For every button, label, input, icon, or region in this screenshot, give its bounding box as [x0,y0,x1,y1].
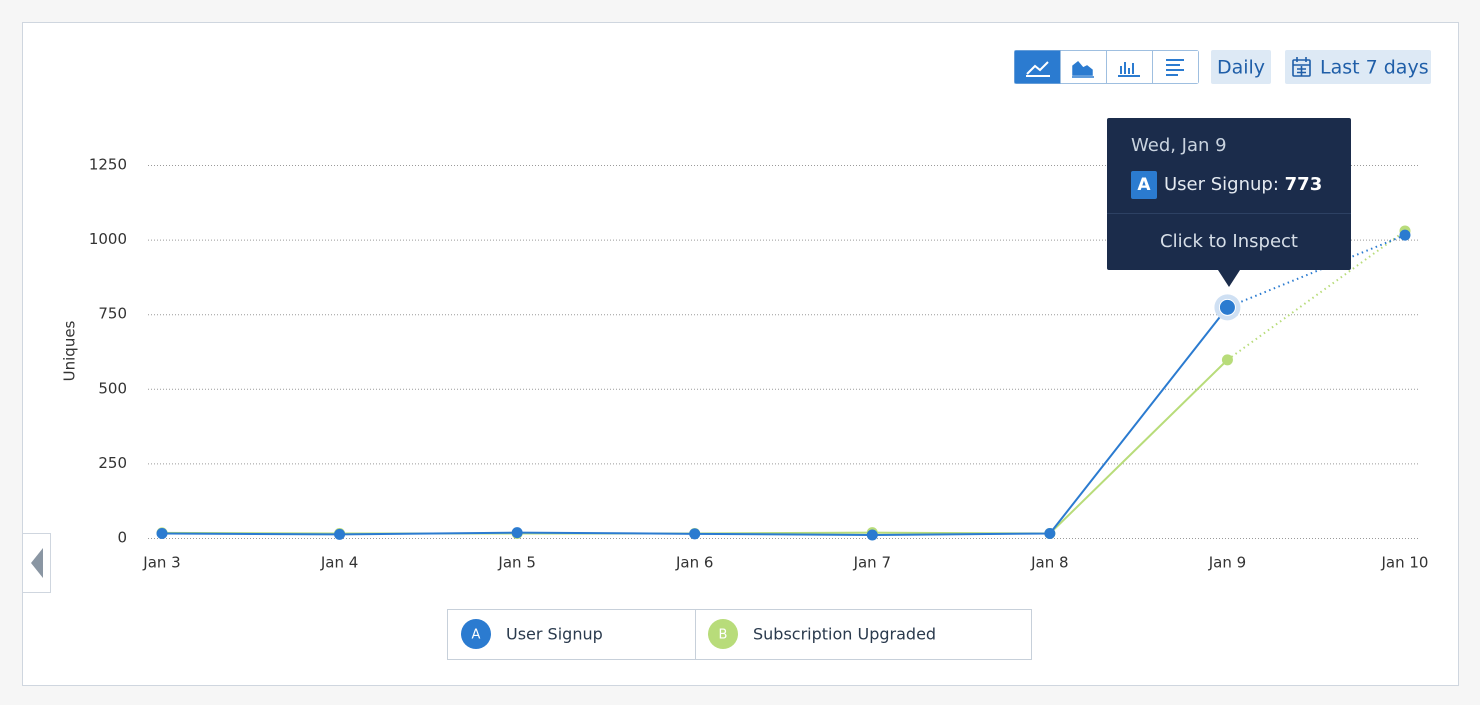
tooltip-date: Wed, Jan 9 [1131,135,1227,156]
table-icon [1166,59,1184,76]
point [156,528,168,540]
x-tick-label: Jan 3 [142,554,180,572]
series-line [161,234,1406,537]
bar-button[interactable] [1107,51,1152,83]
range-button[interactable] [1285,50,1431,84]
tooltip-badge-label: A [1137,175,1151,195]
area-icon [1072,60,1094,78]
y-axis-label: Uniques [61,320,79,381]
point [334,528,346,540]
y-tick-label: 500 [98,379,127,397]
point [689,528,701,540]
tooltip[interactable]: Wed, Jan 9 A User Signup: 773 Click to I… [1107,118,1351,287]
x-tick-label: Jan 6 [675,554,713,572]
range-label: Last 7 days [1320,57,1429,79]
legend-badge-label: A [472,628,481,643]
table-button[interactable] [1153,51,1198,83]
y-tick-label: 0 [117,529,127,547]
tooltip-action: Click to Inspect [1160,231,1298,252]
legend-badge [708,619,738,649]
y-tick-label: 1000 [89,230,127,248]
tooltip-arrow [1218,270,1240,287]
legend-label: Subscription Upgraded [753,625,936,644]
x-tick-label: Jan 5 [497,554,535,572]
line-icon [1026,61,1050,77]
legend: A User Signup B Subscription Upgraded [447,609,1032,660]
point [511,527,523,539]
x-tick-label: Jan 10 [1381,554,1429,572]
x-tick-label: Jan 9 [1208,554,1246,572]
point [866,529,878,541]
collapse-arrow [31,548,43,578]
y-tick-label: 250 [98,454,127,472]
x-tick-label: Jan 8 [1030,554,1068,572]
interval-label: Daily [1217,57,1265,79]
point [1218,298,1236,316]
legend-label: User Signup [506,625,603,644]
tooltip-series-label: User Signup: [1164,174,1279,195]
tooltip-value: 773 [1285,174,1323,195]
point [1399,229,1411,241]
interval-button[interactable] [1211,50,1271,84]
y-tick-label: 750 [98,305,127,323]
point [1044,528,1056,540]
legend-badge-label: B [719,628,728,643]
x-tick-label: Jan 4 [320,554,358,572]
x-tick-label: Jan 7 [853,554,891,572]
calendar-icon [1292,57,1311,77]
tooltip-box [1107,118,1351,270]
plot: 0 250 500 750 1000 1250 Jan 3 Jan 4 Jan 5 Jan 6 Ja… [89,156,1429,572]
y-tick-label: 1250 [89,156,127,174]
chart-type-group [1014,50,1199,84]
legend-badge [461,619,491,649]
bar-icon [1118,62,1140,77]
legend-box [447,609,1032,660]
tooltip-badge [1131,171,1157,199]
point [1221,354,1233,366]
tooltip-series: User Signup: 773 [1164,174,1322,195]
